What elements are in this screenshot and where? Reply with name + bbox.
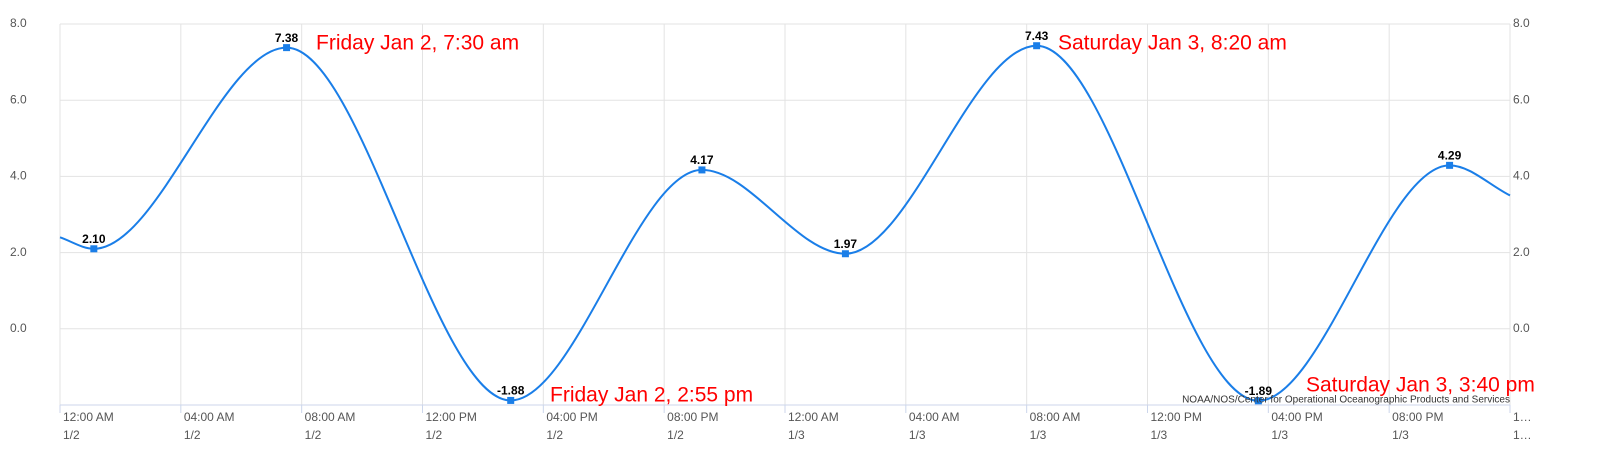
marker [507, 396, 515, 404]
x-tick-label: 1/3 [1030, 428, 1047, 442]
x-tick-label: 1/2 [63, 428, 80, 442]
annotation: Saturday Jan 3, 3:40 pm [1306, 374, 1535, 397]
y-tick-label: 6.0 [10, 92, 27, 106]
marker [283, 44, 291, 52]
x-tick-label: 1/2 [667, 428, 684, 442]
marker [1446, 161, 1454, 169]
x-tick-label: 12:00 PM [426, 410, 477, 424]
y-tick-label: 4.0 [10, 169, 27, 183]
x-tick-label: 1/2 [426, 428, 443, 442]
x-tick-label: 1… [1513, 428, 1532, 442]
marker [841, 250, 849, 258]
marker [1033, 42, 1041, 50]
x-tick-label: 12:00 AM [788, 410, 839, 424]
x-tick-label: 12:00 AM [63, 410, 114, 424]
y-tick-label: 2.0 [10, 245, 27, 259]
marker [90, 245, 98, 253]
x-tick-label: 1/3 [909, 428, 926, 442]
x-tick-label: 04:00 PM [1271, 410, 1322, 424]
x-tick-label: 04:00 PM [546, 410, 597, 424]
x-tick-label: 12:00 PM [1151, 410, 1202, 424]
y-tick-label: 8.0 [10, 16, 27, 30]
data-label: 4.29 [1438, 149, 1462, 163]
x-tick-label: 1/3 [1392, 428, 1409, 442]
data-label: 1.97 [834, 237, 858, 251]
data-label: 4.17 [690, 153, 714, 167]
y2-tick-label: 0.0 [1513, 321, 1530, 335]
data-label: -1.88 [497, 384, 525, 398]
marker [1254, 397, 1262, 405]
marker [698, 166, 706, 174]
y2-tick-label: 8.0 [1513, 16, 1530, 30]
y2-tick-label: 6.0 [1513, 92, 1530, 106]
x-tick-label: 04:00 AM [909, 410, 960, 424]
annotation: Friday Jan 2, 7:30 am [316, 32, 519, 55]
credit: NOAA/NOS/Center for Operational Oceanogr… [1182, 395, 1510, 406]
data-label: -1.89 [1245, 384, 1273, 398]
x-tick-label: 04:00 AM [184, 410, 235, 424]
y2-tick-label: 2.0 [1513, 245, 1530, 259]
y-tick-label: 0.0 [10, 321, 27, 335]
x-tick-label: 1/3 [1151, 428, 1168, 442]
x-tick-label: 1/2 [305, 428, 322, 442]
x-tick-label: 1/2 [546, 428, 563, 442]
x-tick-label: 1/2 [184, 428, 201, 442]
tide-line [59, 44, 1511, 402]
x-tick-label: 1/3 [788, 428, 805, 442]
data-label: 7.43 [1025, 29, 1049, 43]
x-tick-label: 1/3 [1271, 428, 1288, 442]
x-tick-label: 08:00 PM [667, 410, 718, 424]
data-label: 7.38 [275, 31, 299, 45]
annotation: Friday Jan 2, 2:55 pm [550, 384, 753, 407]
x-tick-label: 08:00 AM [305, 410, 356, 424]
x-tick-label: 1… [1513, 410, 1532, 424]
y2-tick-label: 4.0 [1513, 169, 1530, 183]
data-label: 2.10 [82, 232, 106, 246]
x-tick-label: 08:00 AM [1030, 410, 1081, 424]
annotation: Saturday Jan 3, 8:20 am [1058, 32, 1287, 55]
x-tick-label: 08:00 PM [1392, 410, 1443, 424]
